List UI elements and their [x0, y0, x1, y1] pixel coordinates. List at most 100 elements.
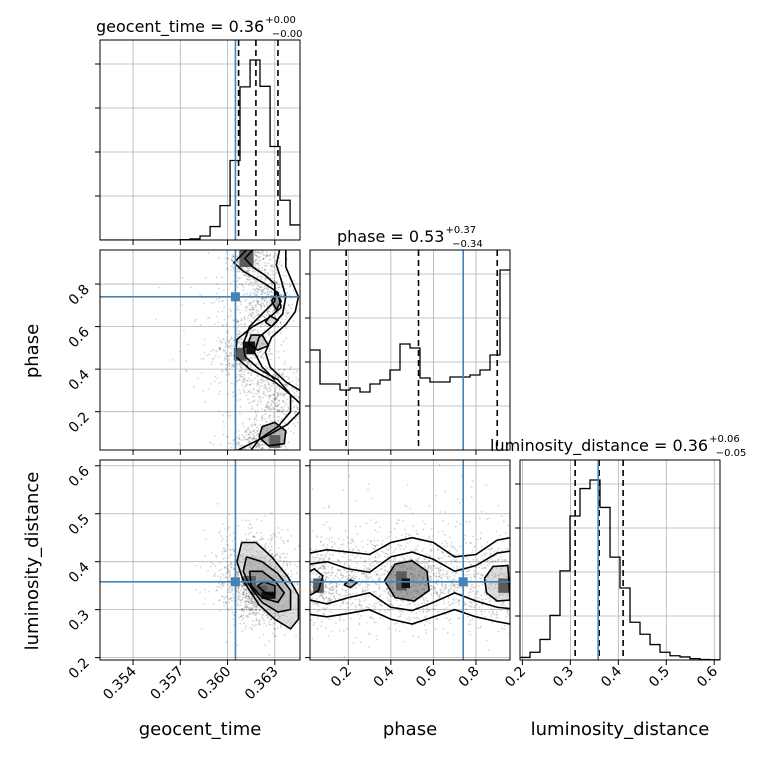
- sample-point: [430, 568, 432, 571]
- sample-point: [251, 602, 254, 605]
- sample-point: [265, 405, 268, 408]
- sample-point: [229, 282, 232, 285]
- sample-point: [229, 573, 232, 576]
- sample-point: [209, 441, 212, 444]
- sample-point: [230, 337, 233, 340]
- sample-point: [269, 549, 272, 552]
- sample-point: [453, 590, 456, 593]
- sample-point: [246, 244, 248, 246]
- sample-point: [245, 592, 248, 595]
- sample-point: [269, 394, 272, 397]
- sample-point: [247, 433, 250, 436]
- sample-point: [237, 251, 240, 254]
- sample-point: [249, 293, 252, 296]
- sample-point: [253, 418, 256, 421]
- sample-point: [253, 612, 255, 614]
- sample-point: [256, 238, 258, 240]
- sample-point: [231, 588, 234, 591]
- sample-point: [387, 591, 390, 594]
- sample-point: [236, 575, 239, 578]
- sample-point: [473, 605, 476, 607]
- sample-point: [358, 604, 361, 607]
- sample-point: [226, 411, 228, 414]
- sample-point: [218, 410, 221, 413]
- sample-point: [229, 564, 231, 567]
- sample-point: [285, 337, 288, 339]
- sample-point: [283, 368, 286, 371]
- sample-point: [283, 376, 286, 378]
- sample-point: [226, 435, 229, 438]
- sample-point: [272, 272, 274, 275]
- sample-point: [252, 300, 255, 302]
- sample-point: [231, 548, 234, 551]
- contour-line: [242, 250, 292, 450]
- sample-point: [250, 609, 253, 611]
- sample-point: [671, 590, 673, 592]
- sample-point: [252, 308, 255, 311]
- sample-point: [230, 566, 233, 569]
- sample-point: [275, 374, 278, 377]
- sample-point: [255, 608, 258, 611]
- sample-point: [279, 555, 281, 557]
- sample-point: [236, 364, 239, 367]
- sample-point: [229, 345, 232, 347]
- sample-point: [228, 556, 230, 558]
- sample-point: [288, 311, 290, 314]
- sample-point: [241, 592, 244, 595]
- sample-point: [244, 596, 246, 599]
- sample-point: [441, 573, 444, 576]
- sample-point: [222, 324, 225, 327]
- sample-point: [532, 622, 534, 624]
- sample-point: [296, 380, 299, 383]
- sample-point: [241, 433, 243, 436]
- sample-point: [243, 377, 246, 380]
- sample-point: [483, 593, 486, 595]
- sample-point: [422, 610, 425, 613]
- sample-point: [345, 571, 347, 574]
- sample-point: [325, 537, 328, 540]
- sample-point: [360, 572, 363, 575]
- sample-point: [295, 411, 298, 414]
- sample-point: [207, 316, 209, 319]
- sample-point: [362, 572, 365, 575]
- sample-point: [226, 364, 229, 367]
- sample-point: [273, 635, 276, 638]
- contour-line: [264, 250, 300, 392]
- tick-label-y: 0.3: [66, 607, 93, 634]
- sample-point: [454, 586, 457, 589]
- sample-point: [257, 266, 260, 269]
- sample-point: [242, 587, 245, 590]
- sample-point: [252, 288, 255, 290]
- sample-point: [200, 371, 203, 374]
- sample-point: [272, 397, 275, 400]
- sample-point: [230, 310, 233, 313]
- sample-point: [245, 604, 248, 607]
- sample-point: [257, 299, 259, 302]
- sample-point: [237, 602, 240, 605]
- sample-point: [257, 390, 259, 393]
- sample-point: [249, 302, 252, 304]
- sample-point: [277, 403, 280, 406]
- sample-point: [252, 245, 254, 247]
- sample-point: [237, 586, 240, 589]
- sample-point: [233, 531, 235, 534]
- sample-point: [286, 383, 289, 386]
- sample-point: [237, 270, 239, 273]
- sample-point: [186, 370, 188, 373]
- sample-point: [269, 387, 271, 390]
- sample-point: [239, 234, 241, 236]
- sample-point: [221, 550, 224, 553]
- sample-point: [233, 255, 235, 258]
- sample-point: [272, 373, 275, 376]
- sample-point: [272, 408, 275, 411]
- sample-point: [364, 598, 367, 601]
- sample-point: [263, 299, 266, 302]
- sample-point: [258, 225, 260, 227]
- sample-point: [262, 297, 265, 300]
- sample-point: [245, 394, 248, 397]
- sample-point: [369, 540, 372, 543]
- sample-point: [456, 583, 459, 586]
- sample-point: [239, 270, 241, 272]
- sample-point: [242, 436, 245, 439]
- sample-point: [319, 567, 322, 570]
